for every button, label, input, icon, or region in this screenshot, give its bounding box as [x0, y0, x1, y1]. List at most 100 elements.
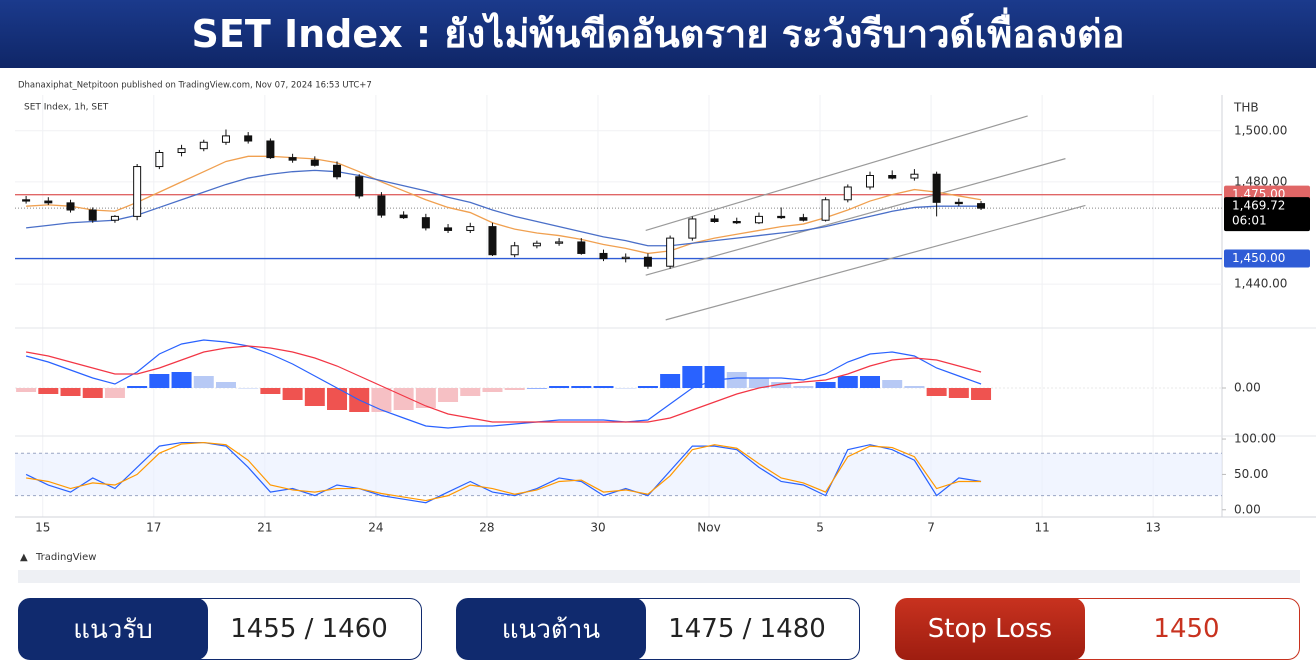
publisher: Dhanaxiphat_Netpitoon published on Tradi…: [18, 81, 372, 91]
candle-body: [466, 226, 475, 231]
candle-body: [22, 199, 31, 202]
brand-logo: ▲: [20, 552, 28, 563]
histogram-bar: [815, 382, 836, 388]
candle-body: [88, 209, 97, 221]
histogram-bar: [260, 388, 281, 394]
candle-body: [843, 186, 852, 201]
candle-body: [244, 135, 253, 142]
indicator-line: [26, 441, 982, 502]
histogram-bar: [327, 388, 348, 410]
y-tick-label: 1,440.00: [1234, 277, 1287, 291]
candle-body: [488, 226, 497, 256]
histogram-bar: [860, 376, 881, 388]
candle-body: [910, 173, 919, 179]
candle-body: [710, 218, 719, 222]
candle-body: [977, 203, 986, 209]
candle-body: [577, 241, 586, 254]
candle-body: [932, 173, 941, 203]
resistance-value: 1475 / 1480: [634, 598, 860, 660]
x-tick-label: 5: [816, 521, 824, 535]
histogram-bar: [704, 366, 725, 388]
histogram-bar: [82, 388, 103, 398]
histogram-bar: [504, 388, 525, 390]
support-label: แนวรับ: [18, 598, 208, 660]
y-tick-label: 0.00: [1234, 381, 1261, 395]
x-tick-label: Nov: [697, 521, 720, 535]
candle-body: [377, 195, 386, 216]
band: [15, 453, 1222, 496]
histogram-bar: [926, 388, 947, 396]
y-tick-label: 100.00: [1234, 432, 1276, 446]
support-value: 1455 / 1460: [196, 598, 422, 660]
channel-line: [645, 158, 1066, 276]
stoploss-value: 1450: [1073, 598, 1300, 660]
candle-body: [510, 245, 519, 256]
candle-body: [866, 175, 875, 188]
x-tick-label: 28: [479, 521, 494, 535]
candle-body: [310, 159, 319, 166]
histogram-bar: [882, 380, 903, 388]
stoploss-label: Stop Loss: [895, 598, 1085, 660]
legend: SET Index, 1h, SET: [24, 103, 109, 113]
countdown: 06:01: [1232, 214, 1267, 228]
resistance-label: แนวต้าน: [456, 598, 646, 660]
histogram-bar: [104, 388, 125, 398]
last-price-label: 1,469.72: [1232, 199, 1285, 213]
candle-body: [333, 164, 342, 178]
histogram-bar: [549, 386, 570, 388]
candle-body: [66, 202, 75, 211]
histogram-bar: [637, 386, 658, 388]
indicator-line: [26, 155, 982, 255]
candle-body: [399, 214, 408, 219]
candle-body: [754, 215, 763, 224]
x-tick-label: 7: [927, 521, 935, 535]
histogram-bar: [127, 386, 148, 388]
brand: TradingView: [35, 552, 96, 563]
candle-body: [421, 217, 430, 229]
candle-body: [666, 237, 675, 267]
histogram-bar: [60, 388, 81, 396]
candle-body: [177, 148, 186, 154]
histogram-bar: [971, 388, 992, 400]
histogram-bar: [726, 372, 747, 388]
candle-body: [199, 141, 208, 150]
histogram-bar: [38, 388, 59, 394]
histogram-bar: [371, 388, 392, 412]
candle-body: [221, 135, 230, 143]
histogram-bar: [238, 388, 259, 389]
candle-body: [288, 157, 297, 161]
last-price-tag: [1224, 197, 1310, 232]
x-tick-label: 21: [257, 521, 272, 535]
histogram-bar: [304, 388, 325, 406]
histogram-bar: [593, 386, 614, 388]
candle-body: [888, 175, 897, 179]
histogram-bar: [215, 382, 236, 388]
indicator-line: [25, 345, 982, 423]
histogram-bar: [660, 374, 681, 388]
candle-body: [732, 221, 741, 224]
candle-body: [599, 252, 608, 260]
histogram-bar: [771, 382, 792, 388]
candle-body: [110, 215, 119, 221]
x-tick-label: 15: [35, 521, 50, 535]
indicator-line: [26, 169, 982, 247]
candle-body: [532, 242, 541, 247]
level-tag: [1224, 249, 1310, 268]
currency: THB: [1233, 101, 1259, 115]
x-tick-label: 30: [590, 521, 605, 535]
header-title: SET Index : ยังไม่พ้นขีดอันตราย ระวังรีบ…: [0, 0, 1316, 68]
y-tick-label: 50.00: [1234, 467, 1268, 481]
histogram-bar: [438, 388, 459, 402]
candle-body: [643, 256, 652, 267]
histogram-bar: [171, 372, 192, 388]
histogram-bar: [149, 374, 170, 388]
channel-line: [645, 115, 1028, 232]
candle-body: [133, 166, 142, 217]
scroll-bar: [18, 570, 1300, 583]
candle-body: [621, 256, 630, 260]
histogram-bar: [571, 386, 592, 388]
histogram-bar: [16, 388, 37, 392]
histogram-bar: [526, 388, 547, 389]
candle-body: [555, 241, 564, 244]
